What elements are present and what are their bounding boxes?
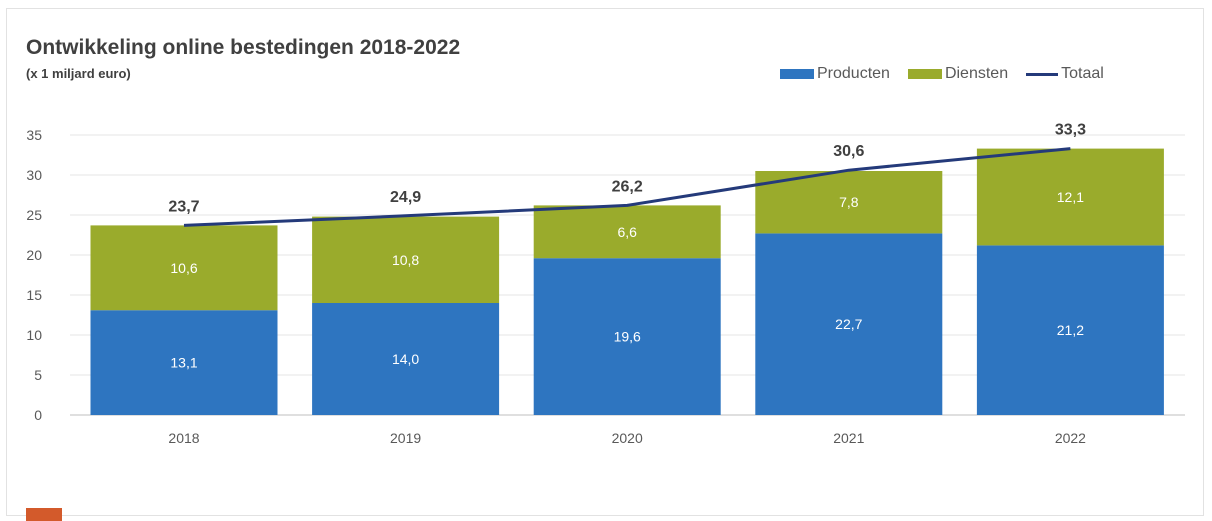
y-tick-label: 35 (26, 127, 42, 143)
data-label-producten: 22,7 (835, 316, 862, 332)
data-label-diensten: 10,8 (392, 252, 419, 268)
y-tick-label: 10 (26, 327, 42, 343)
legend-label-producten: Producten (817, 65, 890, 82)
legend-item-producten: Producten (780, 65, 890, 83)
y-tick-label: 5 (34, 367, 42, 383)
legend-item-totaal: Totaal (1026, 65, 1104, 83)
data-label-producten: 13,1 (170, 355, 197, 371)
data-label-totaal: 30,6 (833, 143, 864, 160)
data-label-totaal: 24,9 (390, 189, 421, 206)
x-tick-label: 2018 (168, 430, 199, 446)
bar-diensten-2018 (90, 225, 278, 311)
bar-diensten-2019 (312, 216, 500, 303)
y-tick-label: 0 (34, 407, 42, 423)
data-label-diensten: 10,6 (170, 260, 197, 276)
legend-label-diensten: Diensten (944, 65, 1009, 82)
chart-legend: Producten Diensten Totaal (780, 64, 1104, 84)
legend-swatch-producten (780, 69, 814, 79)
bar-producten-2020 (533, 258, 721, 415)
legend-swatch-totaal (1026, 72, 1059, 76)
data-label-diensten: 7,8 (839, 194, 859, 210)
legend-item-diensten: Diensten (907, 65, 1009, 83)
x-tick-label: 2019 (390, 430, 421, 446)
x-tick-label: 2021 (833, 430, 864, 446)
chart-subtitle: (x 1 miljard euro) (26, 66, 131, 81)
logo-fragment (26, 508, 62, 521)
bar-producten-2019 (312, 303, 500, 415)
bar-producten-2021 (755, 233, 943, 415)
bar-diensten-2022 (976, 148, 1164, 246)
y-tick-label: 20 (26, 247, 42, 263)
legend-label-totaal: Totaal (1061, 65, 1104, 82)
bar-producten-2018 (90, 310, 278, 415)
line-totaal (183, 147, 1071, 227)
data-label-producten: 21,2 (1057, 322, 1084, 338)
bar-producten-2022 (976, 245, 1164, 415)
y-tick-label: 15 (26, 287, 42, 303)
y-tick-label: 25 (26, 207, 42, 223)
x-tick-label: 2020 (612, 430, 643, 446)
bar-diensten-2020 (533, 205, 721, 259)
y-tick-label: 30 (26, 167, 42, 183)
legend-swatch-diensten (907, 69, 942, 79)
data-label-totaal: 33,3 (1055, 122, 1086, 139)
chart-title: Ontwikkeling online bestedingen 2018-202… (26, 36, 461, 59)
data-label-totaal: 23,7 (168, 198, 199, 215)
data-label-totaal: 26,2 (612, 178, 643, 195)
x-tick-label: 2022 (1055, 430, 1086, 446)
data-label-producten: 19,6 (614, 329, 641, 345)
data-label-diensten: 12,1 (1057, 189, 1084, 205)
data-label-producten: 14,0 (392, 351, 419, 367)
data-label-diensten: 6,6 (617, 224, 637, 240)
